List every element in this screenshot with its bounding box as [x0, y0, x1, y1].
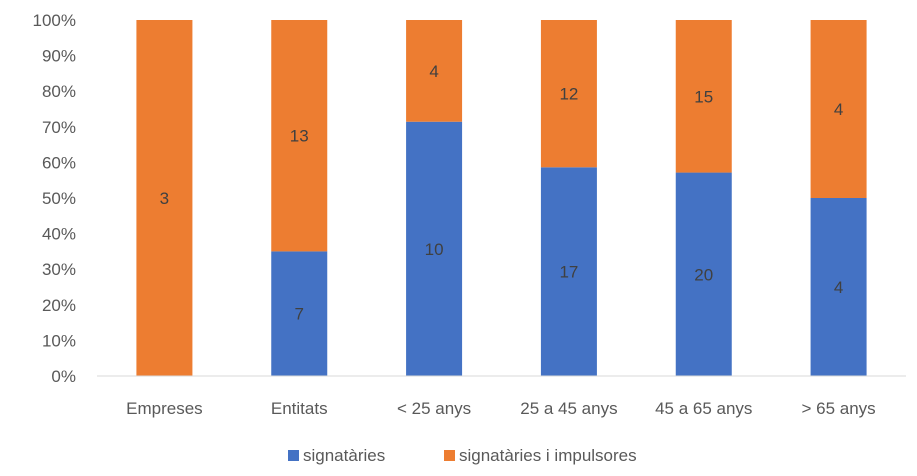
- legend-label: signatàries: [303, 446, 385, 465]
- legend-swatch: [288, 450, 299, 461]
- y-tick-label: 100%: [33, 11, 76, 30]
- bar-segment: [675, 172, 732, 376]
- data-label: 4: [834, 278, 843, 297]
- y-tick-label: 70%: [42, 118, 76, 137]
- y-tick-label: 40%: [42, 225, 76, 244]
- y-tick-label: 20%: [42, 296, 76, 315]
- bar-segment: [810, 20, 867, 198]
- bar-segment: [540, 20, 597, 168]
- y-tick-label: 10%: [42, 331, 76, 350]
- y-tick-label: 50%: [42, 189, 76, 208]
- bar-segment: [406, 20, 463, 122]
- data-label: 13: [290, 127, 309, 146]
- bar-segment: [136, 20, 193, 376]
- x-axis-ticks: Empreses Entitats < 25 anys 25 a 45 anys 45 …: [126, 399, 876, 418]
- x-tick-label: 25 a 45 anys: [520, 399, 617, 418]
- legend-swatch: [444, 450, 455, 461]
- bar-stacks: 3 7 13 10 4 17 12 20 15 4 4: [136, 20, 867, 376]
- y-tick-label: 80%: [42, 82, 76, 101]
- bar-segment: [675, 20, 732, 173]
- y-tick-label: 90%: [42, 47, 76, 66]
- data-label: 15: [694, 87, 713, 106]
- y-tick-label: 60%: [42, 153, 76, 172]
- data-label: 3: [160, 189, 169, 208]
- y-axis-ticks: 0% 10% 20% 30% 40% 50% 60% 70% 80% 90% 100%: [33, 11, 76, 386]
- x-tick-label: 45 a 65 anys: [655, 399, 752, 418]
- data-label: 10: [425, 240, 444, 259]
- y-tick-label: 30%: [42, 260, 76, 279]
- data-label: 17: [559, 263, 578, 282]
- legend-label: signatàries i impulsores: [459, 446, 637, 465]
- x-tick-label: Empreses: [126, 399, 203, 418]
- x-tick-label: > 65 anys: [801, 399, 875, 418]
- data-label: 12: [559, 85, 578, 104]
- bar-segment: [406, 121, 463, 376]
- data-label: 20: [694, 265, 713, 284]
- data-label: 7: [295, 305, 304, 324]
- bar-segment: [810, 198, 867, 376]
- bar-segment: [271, 251, 328, 376]
- bar-segment: [271, 20, 328, 252]
- legend: signatàries signatàries i impulsores: [288, 446, 637, 465]
- x-tick-label: < 25 anys: [397, 399, 471, 418]
- bar-segment: [540, 167, 597, 376]
- data-label: 4: [834, 100, 843, 119]
- x-tick-label: Entitats: [271, 399, 328, 418]
- data-label: 4: [429, 62, 438, 81]
- y-tick-label: 0%: [51, 367, 76, 386]
